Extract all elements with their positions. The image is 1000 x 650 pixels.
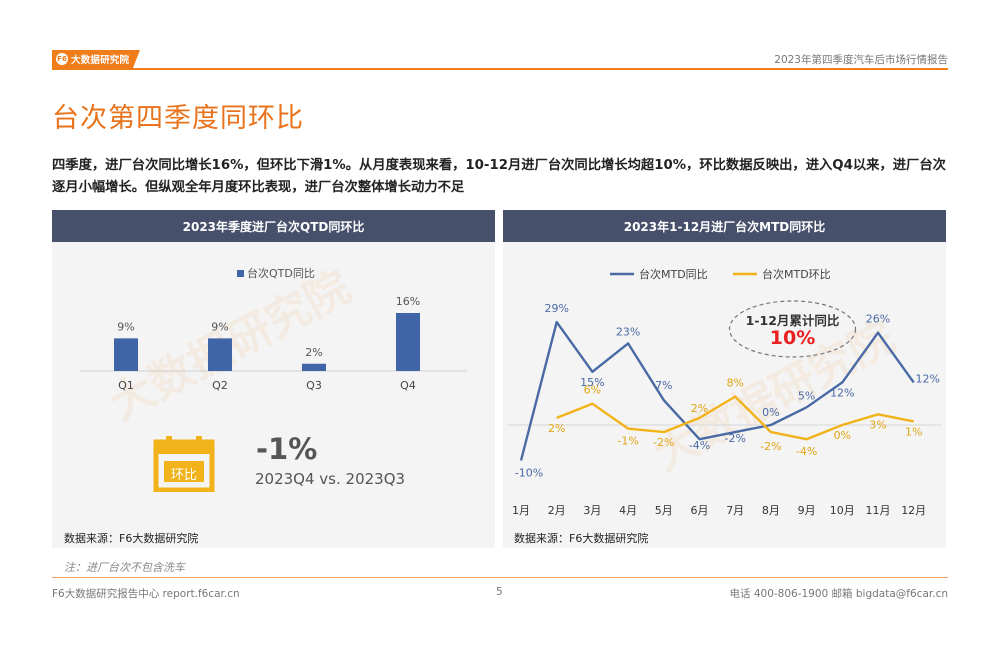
x-tick-8月: 8月 [762, 504, 780, 517]
point-label-0-0: -10% [515, 467, 543, 480]
summary-text: 四季度，进厂台次同比增长16%，但环比下滑1%。从月度表现来看，10-12月进厂… [52, 158, 946, 195]
page-title: 台次第四季度同环比 [52, 103, 304, 134]
qoq-icon-label: 环比 [170, 468, 197, 483]
x-tick-9月: 9月 [798, 504, 816, 517]
right-data-source: 数据来源：F6大数据研究院 [514, 532, 649, 545]
point-label-0-10: 26% [866, 313, 890, 326]
point-label-0-7: 0% [762, 406, 779, 419]
cumulative-callout-label: 1-12月累计同比 [745, 313, 840, 328]
point-label-1-2: 6% [584, 384, 601, 397]
right-panel-title: 2023年1-12月进厂台次MTD同环比 [503, 210, 946, 242]
point-label-1-8: -4% [796, 445, 817, 458]
qoq-compare: 2023Q4 vs. 2023Q3 [255, 470, 406, 488]
x-tick-Q2: Q2 [212, 379, 228, 392]
legend-label-0: 台次MTD同比 [639, 267, 708, 281]
bar-label-Q4: 16% [396, 295, 420, 308]
point-label-1-10: 3% [869, 418, 886, 431]
x-tick-2月: 2月 [548, 504, 566, 517]
page-number: 5 [496, 586, 503, 598]
footer-divider [52, 577, 948, 578]
legend-swatch-qtd [237, 270, 244, 277]
x-tick-6月: 6月 [691, 504, 709, 517]
cumulative-callout-value: 10% [769, 327, 816, 349]
logo-text: 大数据研究院 [71, 55, 130, 66]
left-panel [52, 210, 495, 548]
x-tick-Q4: Q4 [400, 379, 416, 392]
x-tick-5月: 5月 [655, 504, 673, 517]
mtd-line-chart: 台次MTD同比 台次MTD环比 1月 2月 3月 4月 5月 6月 7月 8月 9月 10月 11月 12… [508, 267, 941, 517]
bar-Q2 [208, 338, 232, 371]
bar-Q3 [302, 363, 326, 371]
x-tick-11月: 11月 [866, 504, 891, 517]
f6-logo: F6 大数据研究院 [52, 50, 140, 68]
left-data-source: 数据来源：F6大数据研究院 [64, 532, 199, 545]
footer-contact: 电话 400-806-1900 邮箱 bigdata@f6car.cn [729, 588, 949, 600]
point-label-1-3: -1% [617, 435, 638, 448]
point-label-1-4: -2% [653, 436, 674, 449]
series-line-1 [556, 395, 914, 441]
right-panel [503, 210, 946, 548]
legend-label-1: 台次MTD环比 [762, 267, 831, 281]
point-label-0-4: 7% [655, 379, 672, 392]
x-tick-10月: 10月 [830, 504, 855, 517]
point-label-0-8: 5% [798, 389, 815, 402]
point-label-0-9: 12% [830, 386, 854, 399]
series-line-0 [519, 320, 915, 461]
point-label-0-11: 12% [915, 372, 939, 385]
calendar-icon [153, 436, 215, 492]
x-tick-3月: 3月 [583, 504, 601, 517]
qtd-bar-chart: 台次QTD同比 9% Q1 9% Q2 2% Q3 16% Q4 [80, 266, 467, 392]
x-tick-Q1: Q1 [118, 379, 134, 392]
bar-label-Q3: 2% [305, 346, 322, 359]
point-label-0-2: 15% [580, 376, 604, 389]
point-label-1-5: 2% [691, 402, 708, 415]
point-label-0-1: 29% [544, 302, 568, 315]
x-tick-7月: 7月 [726, 504, 744, 517]
report-title: 2023年第四季度汽车后市场行情报告 [774, 54, 948, 66]
footer-website: F6大数据研究报告中心 report.f6car.cn [52, 588, 240, 600]
x-tick-1月: 1月 [512, 504, 530, 517]
logo-mark: F6 [56, 53, 68, 65]
point-label-0-6: -2% [724, 432, 745, 445]
header-divider [52, 68, 948, 70]
point-label-1-6: 8% [726, 377, 743, 390]
footnote: 注：进厂台次不包含洗车 [64, 561, 185, 574]
x-tick-12月: 12月 [901, 504, 926, 517]
qoq-value: -1% [256, 432, 318, 466]
point-label-1-11: 1% [905, 425, 922, 438]
point-label-0-5: -4% [689, 439, 710, 452]
bar-Q4 [396, 313, 420, 371]
cumulative-callout-ellipse [728, 300, 857, 358]
point-label-1-9: 0% [834, 429, 851, 442]
left-panel-title: 2023年季度进厂台次QTD同环比 [52, 210, 495, 242]
point-label-1-7: -2% [760, 440, 781, 453]
bar-label-Q2: 9% [211, 320, 228, 333]
x-tick-Q3: Q3 [306, 379, 322, 392]
point-label-0-3: 23% [616, 325, 640, 338]
bar-label-Q1: 9% [117, 320, 134, 333]
bar-Q1 [114, 338, 138, 371]
point-label-1-1: 2% [548, 422, 565, 435]
legend-label-qtd: 台次QTD同比 [247, 266, 315, 280]
x-tick-4月: 4月 [619, 504, 637, 517]
